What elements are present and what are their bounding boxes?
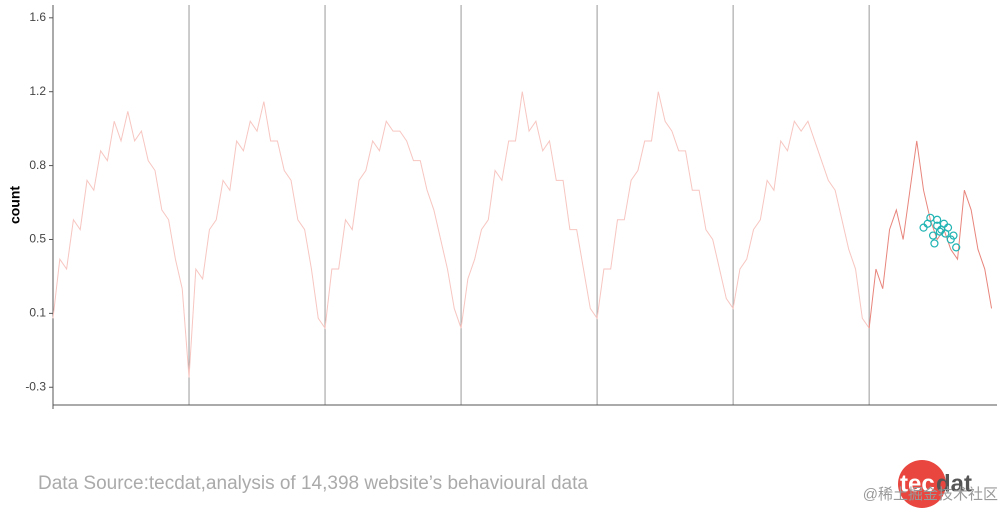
point: [949, 231, 958, 240]
point: [952, 243, 961, 252]
point: [919, 223, 928, 232]
series-line: [868, 140, 993, 329]
y-axis-label: count: [7, 186, 23, 224]
series-line: [52, 91, 870, 378]
y-tick-label: 0.8: [29, 158, 46, 172]
y-tick-label: 1.6: [29, 10, 46, 24]
point: [943, 223, 953, 232]
point: [933, 215, 942, 224]
y-tick-label: -0.3: [25, 379, 46, 393]
logo-left: tec: [900, 470, 935, 497]
y-tick-label: 0.1: [29, 306, 46, 320]
y-tick-label: 0.5: [29, 232, 46, 246]
logo-badge: [898, 460, 946, 508]
point: [935, 227, 944, 236]
point: [928, 231, 938, 240]
y-tick-label: 1.2: [29, 84, 46, 98]
watermark: @稀土掘金技术社区: [863, 486, 998, 503]
point: [939, 219, 949, 228]
point: [930, 239, 939, 248]
logo-right: dat: [936, 470, 972, 497]
source-note: Data Source:tecdat,analysis of 14,398 we…: [38, 473, 588, 494]
